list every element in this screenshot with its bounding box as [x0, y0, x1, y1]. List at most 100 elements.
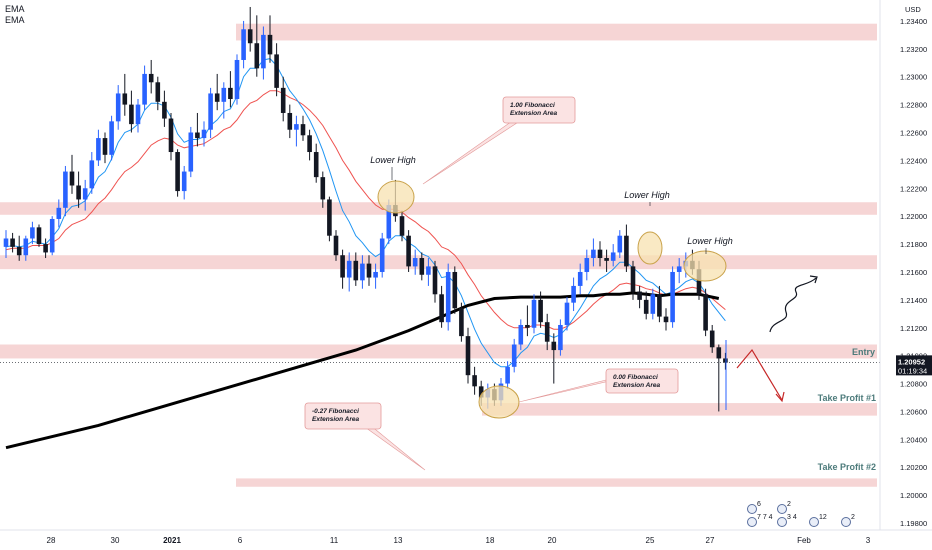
candle [511, 338, 517, 373]
time-tick-label: 18 [486, 536, 495, 545]
candle [597, 241, 603, 267]
time-tick-label: 11 [330, 536, 339, 545]
candle [472, 366, 477, 395]
candle-body [703, 294, 708, 331]
candle-body [445, 271, 451, 323]
swing-highlight [683, 250, 727, 282]
candle-body [452, 271, 458, 309]
zone-0 [236, 23, 877, 41]
candle-body [10, 238, 15, 247]
candle [307, 129, 312, 161]
candle-body [716, 347, 722, 359]
candle-body [353, 260, 359, 281]
price-tick-label: 1.22400 [900, 156, 927, 165]
candle [201, 121, 207, 147]
fib-callout-line1: 1.00 Fibonacci [510, 102, 555, 109]
candle-body [320, 177, 326, 200]
candle-body [115, 93, 121, 122]
candle-body [307, 135, 312, 153]
candle-body [294, 124, 299, 130]
event-count: 3 4 [787, 514, 797, 521]
candle [181, 165, 187, 200]
candle [274, 43, 279, 97]
swing-highlight [637, 231, 663, 265]
candle [445, 263, 451, 331]
candle [280, 76, 286, 122]
candle-body [247, 29, 253, 44]
candle [129, 90, 134, 133]
candle-body [56, 207, 62, 219]
fib-callout-box [304, 402, 382, 430]
candle [676, 258, 682, 284]
candle [148, 59, 154, 94]
candle-body [16, 246, 22, 256]
candle [723, 352, 728, 370]
candle-body [280, 87, 286, 113]
ema-legend-1[interactable]: EMA [5, 4, 25, 14]
candle-body [426, 266, 431, 275]
annotation-layer: Lower High Lower High Lower High 1.00 Fibon… [304, 96, 876, 527]
candle [346, 252, 352, 292]
indicator-legend[interactable]: EMA EMA [5, 4, 25, 26]
candle-body [148, 73, 154, 83]
candle [43, 238, 48, 259]
candle-body [584, 258, 590, 272]
candle-body [617, 235, 623, 253]
candle-body [241, 29, 246, 60]
candle [76, 171, 81, 208]
time-axis: 28 30 2021 6 11 13 18 20 25 27 Feb 3 [0, 529, 932, 545]
event-count: 2 [787, 501, 791, 508]
candle [188, 126, 194, 178]
price-tick-label: 1.23400 [900, 17, 927, 26]
time-tick-label: 6 [238, 536, 243, 545]
fib-callout-line2: Extension Area [613, 382, 660, 389]
entry-label: Entry [852, 347, 875, 357]
candle-body [379, 238, 385, 272]
candle [584, 249, 590, 281]
candle [373, 263, 378, 289]
candle-body [300, 124, 306, 136]
candle-body [597, 249, 603, 259]
candle-body [63, 171, 68, 208]
candle-body [558, 324, 563, 351]
event-count: 6 [757, 501, 761, 508]
calendar-event-icon [747, 504, 757, 514]
candle [155, 76, 161, 111]
candle-body [670, 271, 675, 323]
candle-body [155, 82, 161, 102]
candle [36, 224, 42, 247]
bar-countdown: 01:19:34 [898, 366, 927, 375]
ema-legend-2[interactable]: EMA [5, 15, 25, 25]
candle [399, 210, 405, 242]
calendar-event-icon [841, 517, 851, 527]
candle-body [564, 302, 570, 325]
candle [412, 249, 418, 275]
candle-body [538, 299, 543, 323]
candle [320, 171, 326, 208]
candle [419, 252, 425, 281]
candle [650, 288, 656, 320]
candle-body [274, 54, 279, 88]
candle [577, 263, 583, 295]
candle [234, 54, 240, 105]
candle [544, 313, 550, 351]
zone-3 [0, 344, 877, 359]
time-tick-label: 3 [866, 536, 871, 545]
swing-highlight [478, 385, 520, 419]
candle-body [591, 249, 596, 259]
candle-body [313, 152, 319, 178]
candle [122, 73, 128, 116]
time-tick-label: 13 [394, 536, 403, 545]
candle-body [511, 344, 517, 367]
candle [16, 235, 22, 261]
price-tick-label: 1.22200 [900, 184, 927, 193]
candle-body [386, 205, 392, 239]
candle [571, 277, 576, 312]
candle [610, 244, 616, 267]
candle-body [267, 34, 273, 55]
candle [426, 258, 431, 286]
candle [294, 115, 299, 147]
zone-layer [0, 23, 898, 487]
price-tick-label: 1.22000 [900, 212, 927, 221]
